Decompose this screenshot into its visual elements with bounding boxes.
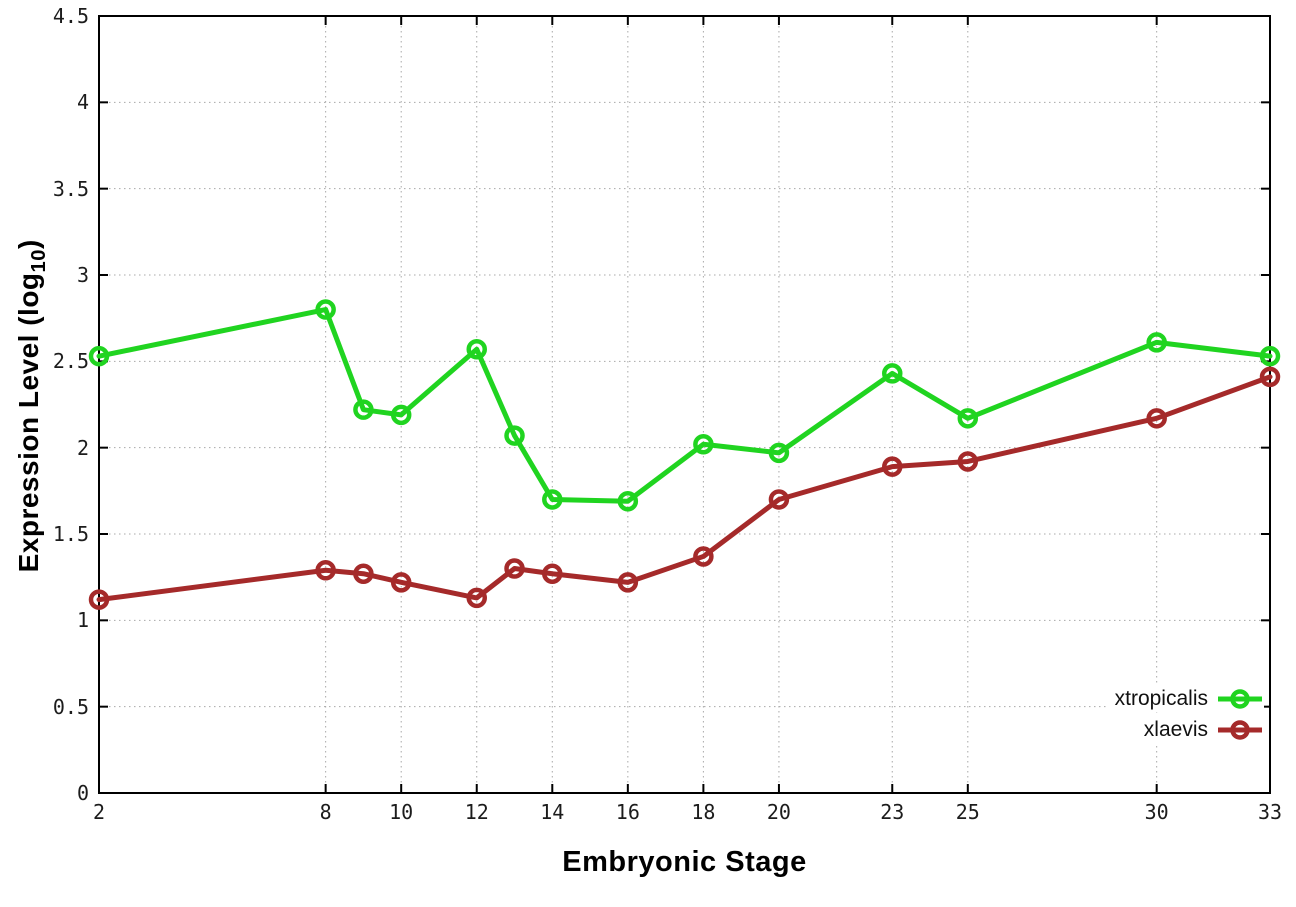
data-point-xtropicalis [957,408,979,429]
x-tick-label: 10 [389,800,414,824]
data-point-xtropicalis [1259,345,1281,367]
x-tick-label: 20 [766,800,791,824]
y-tick-label: 1.5 [52,522,89,546]
y-tick-label: 0 [76,781,89,805]
data-point-xtropicalis [88,345,110,367]
y-tick-label: 3.5 [52,176,89,201]
series-line-xlaevis [96,374,1273,603]
data-point-xlaevis [88,589,110,610]
y-tick-label: 3 [76,263,89,287]
data-point-xtropicalis [617,490,639,512]
y-tick-label: 2 [76,435,89,460]
x-tick-label: 23 [880,800,905,824]
x-tick-label: 2 [92,800,106,824]
data-point-xtropicalis [882,363,903,384]
data-point-xlaevis [957,451,979,472]
data-point-xlaevis [353,563,374,584]
y-tick-label: 4 [76,90,89,115]
x-axis-title: Embryonic Stage [562,846,807,878]
legend-item-xlaevis: xlaevis [1137,716,1264,743]
y-axis-title: Expression Level (log10) [13,56,51,756]
data-point-xtropicalis [504,425,525,446]
y-tick-label: 1 [76,608,89,633]
data-point-xlaevis [504,558,525,579]
data-point-xtropicalis [315,299,336,320]
y-tick-label: 2.5 [52,349,89,374]
x-tick-label: 30 [1144,800,1169,824]
y-tick-label: 0.5 [52,694,89,719]
data-point-xlaevis [315,560,336,581]
x-tick-label: 25 [955,800,980,824]
data-point-xtropicalis [390,404,412,426]
x-tick-label: 16 [615,800,640,824]
y-axis-title-close: ) [13,239,45,250]
data-point-xlaevis [466,587,487,609]
data-point-xtropicalis [466,338,487,360]
data-point-xlaevis [1259,366,1281,388]
data-point-xlaevis [768,489,790,510]
legend-label-xlaevis: xlaevis [1143,718,1208,741]
data-point-xlaevis [1146,408,1167,429]
legend: xtropicalis xlaevis [1108,685,1264,743]
x-tick-label: 33 [1257,800,1283,824]
data-point-xlaevis [617,572,639,593]
data-point-xlaevis [693,546,714,567]
legend-label-xtropicalis: xtropicalis [1114,687,1208,710]
legend-marker-icon [1218,719,1262,740]
data-point-xtropicalis [768,442,790,464]
data-point-xlaevis [542,563,563,584]
x-tick-label: 12 [464,800,489,824]
data-point-xtropicalis [542,489,563,510]
series-line-xtropicalis [96,307,1273,504]
x-tick-label: 14 [540,800,565,824]
data-point-xtropicalis [353,399,374,420]
x-tick-label: 18 [691,800,716,824]
legend-marker-icon [1218,688,1262,709]
data-point-xtropicalis [693,433,714,455]
legend-item-xtropicalis: xtropicalis [1108,685,1264,712]
data-point-xtropicalis [1146,332,1167,353]
data-point-xlaevis [390,572,412,593]
data-point-xlaevis [882,456,903,477]
plot-border [98,15,1271,794]
x-tick-label: 8 [319,800,332,824]
y-tick-label: 4.5 [52,4,89,28]
